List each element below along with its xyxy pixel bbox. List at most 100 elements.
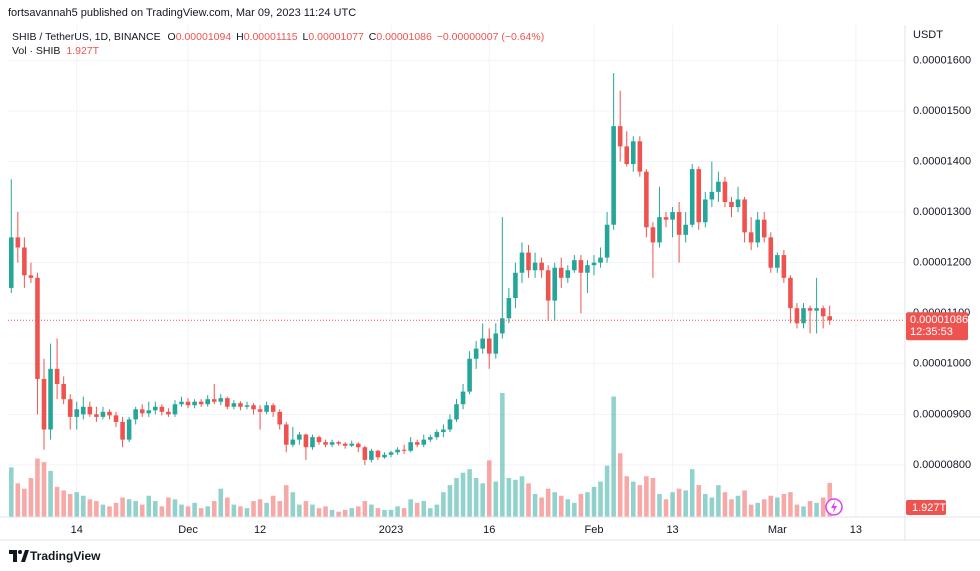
candle-body: [290, 439, 296, 445]
candle-body: [211, 399, 217, 402]
volume-bar: [61, 490, 66, 517]
candle-body: [342, 443, 348, 446]
volume-bar: [696, 485, 702, 517]
candle-body: [283, 424, 289, 445]
volume-bar: [703, 493, 708, 517]
volume-bar: [94, 501, 99, 517]
volume-bar: [225, 497, 230, 517]
y-tick-label: 0.00000800: [913, 459, 971, 471]
header: fortsavannah5 published on TradingView.c…: [8, 7, 356, 19]
candle-body: [225, 398, 230, 407]
volume-bar: [788, 492, 793, 517]
volume-bar: [251, 501, 256, 517]
logo-mark: [9, 550, 17, 562]
ohlc-key: O: [168, 31, 176, 43]
volume-bar: [657, 493, 662, 517]
volume-bar: [820, 497, 826, 517]
candle-body: [87, 406, 93, 415]
volume-bar: [630, 481, 636, 517]
candle-body: [670, 212, 675, 220]
logo-mark: [21, 550, 29, 562]
candle-body: [303, 434, 309, 448]
volume-bar: [264, 502, 269, 517]
volume-bar: [172, 499, 178, 517]
last-price-box: [906, 312, 968, 341]
volume-bar: [323, 506, 328, 517]
candle-body: [519, 252, 525, 273]
x-tick-label: 2023: [379, 524, 403, 536]
candle-body: [133, 409, 138, 420]
volume-bar: [100, 504, 106, 517]
candle-body: [61, 384, 66, 400]
volume-bar: [205, 506, 210, 517]
candle-body: [526, 252, 531, 271]
candle-body: [159, 406, 165, 412]
candle-body: [401, 449, 407, 451]
volume-bar: [329, 509, 335, 517]
volume-bar: [54, 486, 60, 517]
candle-body: [126, 419, 132, 440]
candle-body: [336, 442, 341, 444]
volume-bar: [375, 508, 381, 517]
y-tick-label: 0.00001500: [913, 105, 971, 117]
volume-label: 1.927T: [912, 502, 947, 514]
candle-body: [578, 260, 584, 273]
volume-bar: [775, 497, 780, 517]
candle-body: [67, 399, 73, 417]
candle-body: [604, 224, 610, 258]
volume-bar: [801, 506, 806, 517]
candle-body: [369, 450, 374, 460]
candle-body: [94, 414, 99, 417]
change: −0.00000007 (−0.64%): [437, 31, 544, 43]
candle-body: [172, 404, 178, 415]
volume-bar: [768, 495, 774, 517]
volume-bar: [218, 488, 224, 517]
volume-title: Vol · SHIB: [12, 45, 60, 57]
volume-bar: [604, 465, 610, 517]
volume-bar: [814, 502, 819, 517]
volume-bar: [74, 492, 80, 517]
candle-body: [801, 308, 806, 324]
volume-bar: [572, 502, 577, 517]
candle-body: [676, 212, 682, 235]
candle-body: [100, 411, 106, 417]
volume-bar: [185, 506, 191, 517]
volume-bar: [28, 478, 34, 517]
candle-body: [166, 411, 171, 415]
x-tick-label: 14: [71, 524, 83, 536]
candle-body: [205, 399, 210, 405]
ohlc-key: C: [369, 31, 377, 43]
volume-bar: [198, 508, 204, 517]
candle-body: [395, 449, 400, 453]
volume-bar: [565, 499, 571, 517]
volume-bar: [689, 469, 695, 517]
volume-bar: [35, 458, 40, 517]
volume-bar: [670, 492, 675, 517]
candle-body: [486, 338, 492, 354]
last-price-label: 0.00001086: [910, 314, 968, 326]
volume-bar: [500, 393, 505, 517]
candle-body: [467, 358, 472, 392]
volume-bar: [735, 495, 741, 517]
ohlc-key: H: [236, 31, 244, 43]
volume-bar: [283, 485, 289, 517]
y-tick-label: 0.00001200: [913, 257, 971, 269]
candle-body: [22, 247, 27, 276]
candle-body: [742, 199, 747, 233]
volume-bar: [493, 481, 499, 517]
volume-bar: [133, 501, 138, 517]
volume-bar: [742, 490, 747, 517]
candle-body: [198, 401, 204, 405]
candle-body: [703, 199, 708, 223]
volume-bar: [480, 483, 485, 517]
candle-body: [362, 447, 368, 460]
candle-body: [120, 421, 125, 440]
volume-bar: [395, 506, 400, 517]
x-tick-label: 13: [666, 524, 678, 536]
candle-body: [48, 368, 53, 430]
candle-body: [316, 437, 322, 443]
candle-body: [231, 403, 237, 407]
candle-body: [238, 403, 243, 407]
x-tick-label: 16: [483, 524, 495, 536]
candle-body: [107, 411, 112, 416]
